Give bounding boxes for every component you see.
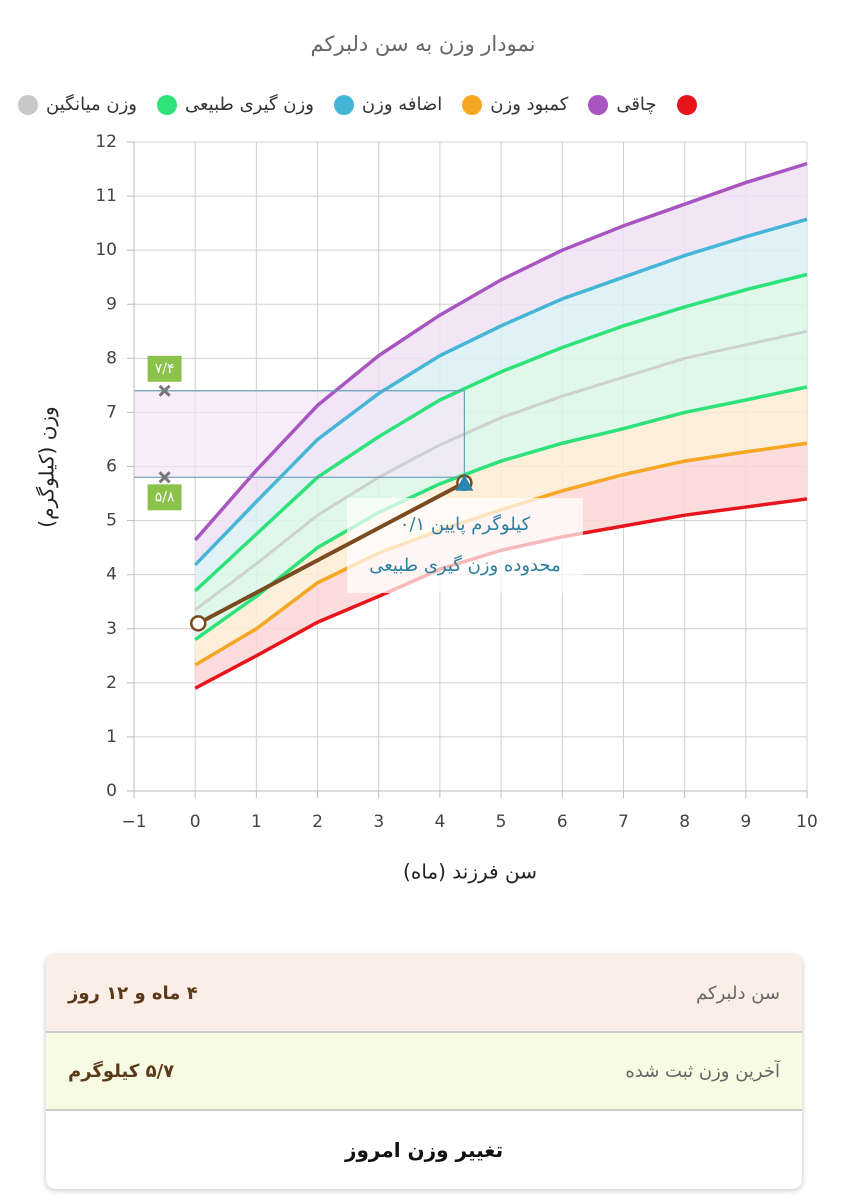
legend-dot <box>676 94 697 115</box>
series-line <box>193 272 808 593</box>
x-axis-label: سن فرزند (ماه) <box>403 860 537 884</box>
y-tick-label: 8 <box>106 348 117 368</box>
legend-label: چاقی <box>616 94 657 115</box>
x-tick-label: −1 <box>121 812 146 832</box>
legend-dot <box>156 94 177 115</box>
x-tick-label: 8 <box>679 812 690 832</box>
legend-item: وزن میانگین <box>18 94 137 115</box>
annotation-text: ۰/۱ کیلوگرم پایین <box>400 513 531 535</box>
reference-label: ۵/۸ <box>155 489 175 505</box>
legend-dot <box>588 94 609 115</box>
y-tick-label: 12 <box>95 132 117 152</box>
y-tick-label: 9 <box>106 294 117 314</box>
x-tick-label: 6 <box>557 812 568 832</box>
info-card: سن دلبرکم ۴ ماه و ۱۲ روز آخرین وزن ثبت ش… <box>46 955 802 1189</box>
x-tick-label: 0 <box>190 812 201 832</box>
y-tick-label: 7 <box>106 402 117 422</box>
x-tick-label: 10 <box>796 812 818 832</box>
change-weight-button[interactable]: تغییر وزن امروز <box>344 1138 504 1162</box>
info-value: ۴ ماه و ۱۲ روز <box>68 982 198 1004</box>
x-tick-label: 2 <box>312 812 323 832</box>
band <box>195 163 807 565</box>
annotation-text: محدوده وزن گیری طبیعی <box>369 554 561 576</box>
reference-label-box <box>147 484 182 511</box>
chart-title: نمودار وزن به سن دلبرکم <box>311 32 536 57</box>
series-line <box>193 217 808 567</box>
legend-item: اضافه وزن <box>333 94 443 115</box>
reference-marker <box>158 384 171 397</box>
legend-label: کمبود وزن <box>490 94 569 115</box>
annotation-box <box>347 498 583 593</box>
y-tick-label: 5 <box>106 511 117 531</box>
legend-dot <box>18 94 38 115</box>
band <box>195 386 807 665</box>
legend-item: وزن گیری طبیعی <box>156 94 314 115</box>
y-tick-label: 10 <box>95 240 117 260</box>
y-tick-label: 6 <box>106 457 117 477</box>
y-tick-label: 11 <box>95 186 117 206</box>
y-tick-label: 4 <box>106 565 117 585</box>
info-label: آخرین وزن ثبت شده <box>625 1060 780 1082</box>
legend-label: اضافه وزن <box>361 94 443 115</box>
child-point <box>189 615 207 632</box>
band <box>195 274 807 640</box>
y-axis-label: وزن (کیلوگرم) <box>35 406 59 527</box>
x-tick-label: 4 <box>434 812 445 832</box>
legend-dot <box>333 94 354 115</box>
legend-item: چاقی <box>588 94 657 115</box>
current-marker <box>455 474 474 491</box>
series-line <box>194 329 808 612</box>
reference-label-box <box>147 355 182 382</box>
reference-label: ۷/۴ <box>155 361 175 377</box>
y-tick-label: 2 <box>106 673 117 693</box>
x-tick-label: 1 <box>251 812 262 832</box>
reference-marker <box>158 471 171 484</box>
x-tick-label: 3 <box>373 812 384 832</box>
band <box>195 443 807 689</box>
series-line <box>194 385 808 641</box>
child-line <box>197 480 466 626</box>
y-tick-label: 3 <box>106 619 117 639</box>
legend-label: وزن میانگین <box>46 94 137 115</box>
x-tick-label: 7 <box>618 812 629 832</box>
legend-item <box>676 94 697 115</box>
info-row: آخرین وزن ثبت شده ۵/۷ کیلوگرم <box>46 1033 802 1111</box>
band <box>195 219 807 591</box>
x-tick-label: 9 <box>740 812 751 832</box>
chart: نمودار وزن به سن دلبرکم سن فرزند (ماه) و… <box>35 32 818 884</box>
y-tick-label: 0 <box>106 781 117 801</box>
range-shade <box>134 390 465 478</box>
series-line <box>193 161 808 542</box>
legend-dot <box>462 94 483 115</box>
legend-item: کمبود وزن <box>462 94 568 115</box>
y-tick-label: 1 <box>106 727 117 747</box>
legend-label: وزن گیری طبیعی <box>184 94 314 115</box>
info-label: سن دلبرکم <box>696 982 780 1004</box>
x-tick-label: 5 <box>496 812 507 832</box>
info-row: سن دلبرکم ۴ ماه و ۱۲ روز <box>46 955 802 1033</box>
info-value: ۵/۷ کیلوگرم <box>68 1060 175 1082</box>
legend: وزن میانگین وزن گیری طبیعی اضافه وزن کمبود … <box>18 94 697 115</box>
